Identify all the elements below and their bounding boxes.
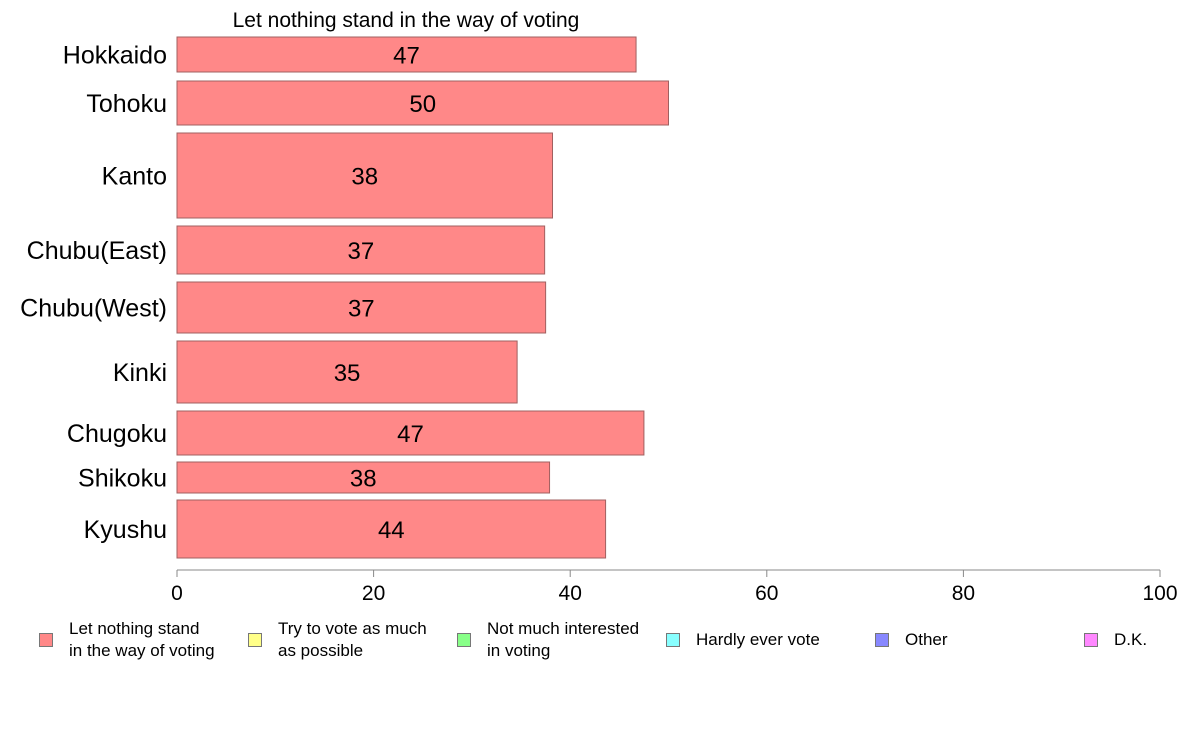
legend-item: D.K. bbox=[1084, 618, 1147, 651]
x-axis: 0 20 40 60 80 100 bbox=[171, 569, 1178, 605]
bar-chubu-east bbox=[176, 225, 546, 275]
legend-item: Try to vote as much as possible bbox=[248, 618, 427, 662]
data-label: 47 bbox=[393, 43, 420, 70]
bar-kinki bbox=[176, 340, 518, 404]
x-tick-label: 40 bbox=[559, 582, 582, 605]
category-label: Chubu(East) bbox=[27, 237, 167, 265]
category-label: Tohoku bbox=[86, 90, 167, 118]
legend-swatch bbox=[457, 633, 471, 647]
legend-item: Other bbox=[875, 618, 948, 651]
bar-chubu-west bbox=[176, 281, 547, 334]
chart-title: Let nothing stand in the way of voting bbox=[233, 9, 580, 32]
bar-chart: Let nothing stand in the way of voting H… bbox=[20, 9, 1178, 605]
legend-swatch bbox=[875, 633, 889, 647]
legend-label: Not much interested in voting bbox=[487, 619, 640, 660]
legend-label: Other bbox=[905, 630, 948, 649]
data-label: 37 bbox=[347, 238, 374, 265]
legend-swatch bbox=[39, 633, 53, 647]
category-label: Shikoku bbox=[78, 465, 167, 493]
legend-item: Not much interested in voting bbox=[457, 618, 639, 662]
bar-group: Hokkaido 47 Tohoku 50 Kanto 38 Chubu(East) 37 Ch… bbox=[20, 36, 669, 559]
data-label: 37 bbox=[348, 296, 375, 323]
data-label: 38 bbox=[351, 164, 378, 191]
category-label: Kyushu bbox=[84, 516, 167, 544]
category-label: Kinki bbox=[113, 359, 167, 387]
x-tick-label: 80 bbox=[952, 582, 975, 605]
legend-swatch bbox=[1084, 633, 1098, 647]
legend-swatch bbox=[248, 633, 262, 647]
bar-hokkaido bbox=[176, 36, 637, 73]
data-label: 35 bbox=[334, 360, 361, 387]
bar-chugoku bbox=[176, 410, 645, 456]
bar-kanto bbox=[176, 132, 554, 219]
legend-label: Hardly ever vote bbox=[696, 630, 820, 649]
x-tick-label: 20 bbox=[362, 582, 385, 605]
bar-kyushu bbox=[176, 499, 607, 559]
bar-tohoku bbox=[176, 80, 669, 126]
data-label: 47 bbox=[397, 421, 424, 448]
legend-label: Let nothing stand in the way of voting bbox=[69, 619, 215, 660]
legend-swatch bbox=[666, 633, 680, 647]
legend: Let nothing stand in the way of voting Tr… bbox=[0, 618, 1188, 678]
category-label: Hokkaido bbox=[63, 42, 167, 70]
legend-item: Hardly ever vote bbox=[666, 618, 820, 651]
category-label: Chubu(West) bbox=[20, 295, 167, 323]
data-label: 50 bbox=[409, 91, 436, 118]
category-label: Kanto bbox=[102, 163, 167, 191]
legend-label: Try to vote as much as possible bbox=[278, 619, 427, 660]
legend-item: Let nothing stand in the way of voting bbox=[39, 618, 215, 662]
category-label: Chugoku bbox=[67, 420, 167, 448]
data-label: 38 bbox=[350, 466, 377, 493]
x-tick-label: 100 bbox=[1142, 582, 1177, 605]
legend-label: D.K. bbox=[1114, 630, 1148, 649]
x-tick-label: 60 bbox=[755, 582, 778, 605]
x-tick-label: 0 bbox=[171, 582, 183, 605]
bar-shikoku bbox=[176, 461, 551, 494]
data-label: 44 bbox=[378, 517, 405, 544]
